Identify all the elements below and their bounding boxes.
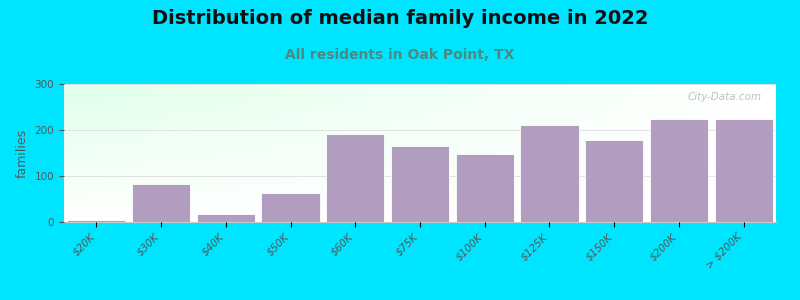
Bar [714, 118, 773, 222]
Y-axis label: families: families [16, 128, 29, 178]
Bar [326, 134, 385, 222]
Bar [132, 184, 190, 222]
Bar [262, 194, 320, 222]
Bar [585, 140, 643, 222]
Bar [650, 118, 708, 222]
Bar [67, 220, 126, 222]
Bar [456, 154, 514, 222]
Bar [520, 125, 578, 222]
Text: City-Data.com: City-Data.com [688, 92, 762, 102]
Bar [197, 214, 255, 222]
Text: Distribution of median family income in 2022: Distribution of median family income in … [152, 9, 648, 28]
Text: All residents in Oak Point, TX: All residents in Oak Point, TX [286, 48, 514, 62]
Bar [391, 146, 449, 222]
